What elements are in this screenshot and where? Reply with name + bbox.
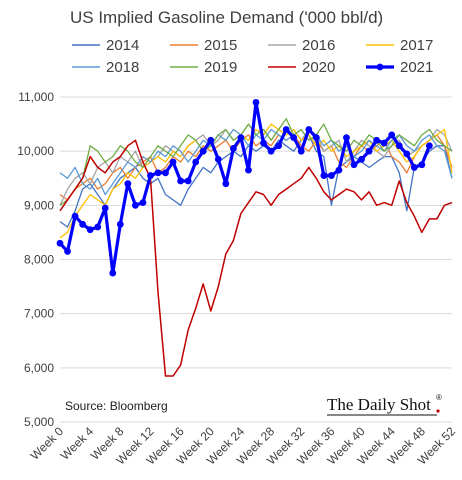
data-point-2021 — [162, 169, 169, 177]
series-2015 — [59, 134, 453, 201]
data-point-2021 — [395, 142, 403, 150]
y-tick-label: 7,000 — [24, 307, 54, 321]
data-point-2021 — [154, 169, 162, 177]
data-point-2021 — [388, 131, 396, 139]
chart-title: US Implied Gasoline Demand ('000 bbl/d) — [70, 8, 383, 27]
data-point-2021 — [358, 155, 365, 163]
data-point-2021 — [252, 99, 260, 106]
legend-entry-2019: 2019 — [170, 59, 237, 76]
data-point-2021 — [192, 158, 200, 166]
y-tick-label: 8,000 — [24, 253, 54, 267]
data-point-2021 — [222, 180, 230, 188]
y-tick-label: 5,000 — [24, 415, 54, 429]
data-point-2021 — [79, 220, 87, 228]
data-point-2021 — [260, 139, 267, 147]
legend: 2014 2015 2016 2017 2018 2019 2020 2021 — [72, 37, 433, 76]
data-point-2021 — [380, 139, 388, 147]
legend-entry-2021: 2021 — [366, 59, 433, 76]
legend-entry-2015: 2015 — [170, 37, 237, 54]
data-point-2021 — [169, 158, 177, 166]
data-point-2021 — [350, 161, 358, 169]
y-tick-label: 10,000 — [17, 144, 54, 158]
legend-label: 2017 — [400, 37, 433, 54]
data-point-2021 — [343, 134, 350, 142]
brand-logo: The Daily Shot — [327, 395, 431, 414]
data-point-2021 — [101, 204, 109, 212]
data-point-2021 — [297, 147, 305, 155]
data-point-2021 — [86, 226, 94, 234]
data-point-2021 — [56, 239, 64, 247]
source-note: Source: Bloomberg — [65, 399, 168, 413]
data-point-2021 — [229, 145, 237, 152]
legend-entry-2017: 2017 — [366, 37, 433, 54]
data-point-2021 — [410, 164, 418, 171]
legend-label: 2019 — [204, 59, 237, 76]
legend-label: 2016 — [302, 37, 335, 54]
brand-dot — [436, 409, 440, 413]
data-point-2021 — [365, 147, 373, 155]
series-lines — [56, 99, 453, 377]
legend-entry-2016: 2016 — [268, 37, 335, 54]
data-point-2021 — [245, 166, 252, 174]
y-tick-label: 9,000 — [24, 198, 54, 212]
data-point-2021 — [373, 136, 381, 144]
brand-registered-mark: ® — [436, 393, 442, 402]
y-tick-label: 6,000 — [24, 361, 54, 375]
legend-entry-2020: 2020 — [268, 59, 335, 76]
series-line-2020 — [59, 139, 453, 377]
legend-entry-2018: 2018 — [72, 59, 139, 76]
data-point-2021 — [267, 147, 275, 155]
data-point-2021 — [418, 161, 426, 169]
legend-label: 2018 — [106, 59, 139, 76]
data-point-2021 — [282, 126, 290, 133]
data-point-2021 — [124, 180, 132, 188]
data-point-2021 — [305, 126, 313, 133]
data-point-2021 — [71, 212, 79, 220]
data-point-2021 — [109, 269, 117, 277]
data-point-2021 — [312, 134, 320, 142]
legend-label: 2015 — [204, 37, 237, 54]
legend-label: 2014 — [106, 37, 139, 54]
data-point-2021 — [199, 147, 207, 155]
y-axis-tick-labels: 5,000 6,000 7,000 8,000 9,000 10,000 11,000 — [17, 90, 54, 429]
data-point-2021 — [403, 150, 411, 158]
series-2020 — [59, 139, 453, 377]
legend-label: 2021 — [400, 59, 433, 76]
data-point-2021 — [116, 220, 124, 228]
data-point-2021 — [320, 172, 328, 179]
data-point-2021 — [177, 177, 185, 185]
data-point-2021 — [184, 177, 192, 185]
data-point-2021 — [335, 166, 343, 174]
data-point-2021 — [214, 155, 222, 163]
data-point-2021 — [237, 134, 245, 142]
legend-entry-2014: 2014 — [72, 37, 139, 54]
y-tick-label: 11,000 — [18, 90, 54, 104]
data-point-2021 — [275, 142, 283, 150]
data-point-2021 — [64, 247, 71, 255]
data-point-2021 — [425, 142, 433, 150]
data-point-2021 — [290, 134, 298, 142]
data-point-2021 — [207, 136, 215, 144]
data-point-2021 — [131, 201, 139, 209]
series-2021 — [56, 99, 433, 277]
data-point-2021 — [327, 172, 335, 179]
data-point-2021 — [147, 172, 154, 179]
legend-label: 2020 — [302, 59, 335, 76]
legend-marker — [376, 63, 384, 71]
series-line-2015 — [59, 134, 453, 201]
data-point-2021 — [94, 223, 102, 231]
data-point-2021 — [139, 199, 147, 207]
